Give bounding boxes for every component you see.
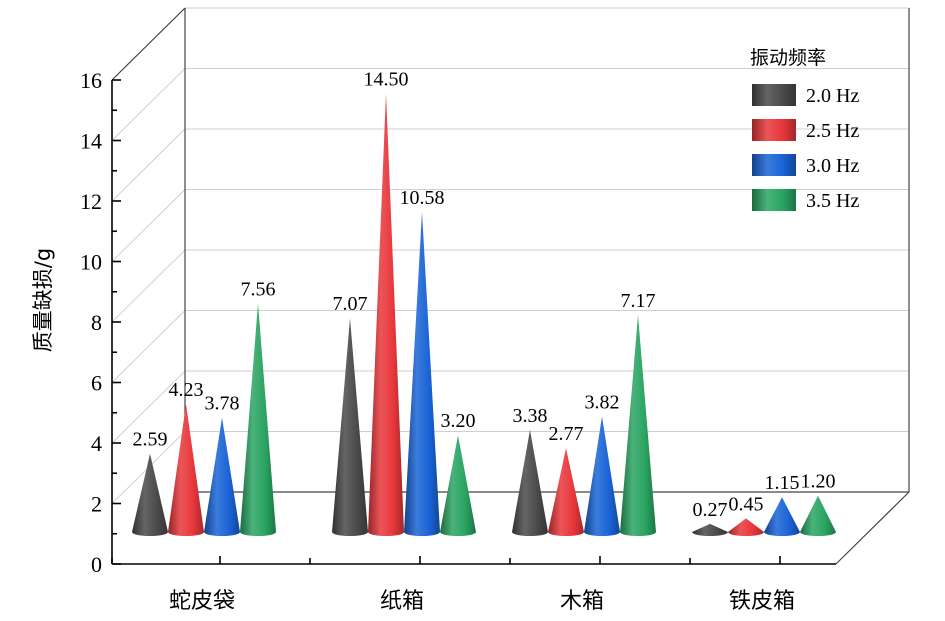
cone-bar xyxy=(512,429,548,536)
data-label: 10.58 xyxy=(400,187,445,209)
legend-item-label: 2.5 Hz xyxy=(806,120,859,142)
y-tick-label: 8 xyxy=(91,310,102,335)
legend-item-label: 3.0 Hz xyxy=(806,155,859,177)
legend: 振动频率 2.0 Hz 2.5 Hz 3.0 Hz 3.5 Hz xyxy=(750,47,859,212)
legend-swatch xyxy=(752,119,796,141)
legend-title: 振动频率 xyxy=(750,47,826,69)
legend-item-label: 2.0 Hz xyxy=(806,85,859,107)
x-tick-label: 铁皮箱 xyxy=(729,589,795,614)
cone-bar xyxy=(548,448,584,536)
legend-swatch xyxy=(752,84,796,106)
data-label: 4.23 xyxy=(169,379,204,401)
side-grid-line xyxy=(111,128,186,202)
data-label: 7.56 xyxy=(241,278,276,300)
data-label: 14.50 xyxy=(364,68,409,90)
y-tick-label: 10 xyxy=(80,250,102,275)
data-label: 2.59 xyxy=(133,429,168,451)
cone-bar xyxy=(204,417,240,536)
data-label: 3.82 xyxy=(585,391,620,413)
x-tick-label: 木箱 xyxy=(560,589,604,614)
grid-layer xyxy=(111,7,909,504)
top-side-edge xyxy=(111,7,186,81)
side-grid-line xyxy=(111,249,186,323)
data-label: 7.07 xyxy=(333,293,368,315)
floor-right-edge xyxy=(835,491,910,565)
data-label: 7.17 xyxy=(621,290,656,312)
legend-swatch xyxy=(752,154,796,176)
cone-layer xyxy=(132,93,836,536)
y-tick-label: 14 xyxy=(80,129,102,154)
y-tick-label: 6 xyxy=(91,371,102,396)
cone-bar xyxy=(404,211,440,536)
side-grid-line xyxy=(111,189,186,262)
cone-bar xyxy=(240,303,276,536)
label-layer: 0 2 4 6 8 10 12 14 16 蛇皮袋 纸箱 木箱 铁皮箱 2.59 4.233.78 7.56 7… xyxy=(80,68,836,614)
cone-bar xyxy=(168,404,204,536)
side-grid-line xyxy=(111,68,186,141)
cone-bar xyxy=(332,318,368,536)
y-tick-label: 12 xyxy=(80,189,102,214)
data-label: 1.20 xyxy=(801,471,836,493)
side-grid-line xyxy=(111,310,186,383)
cone-bar xyxy=(440,435,476,536)
legend-swatch xyxy=(752,189,796,211)
cone-bar xyxy=(800,495,836,536)
y-tick-label: 16 xyxy=(80,68,102,93)
data-label: 0.45 xyxy=(729,493,764,515)
y-tick-label: 4 xyxy=(91,431,102,456)
data-label: 3.78 xyxy=(205,393,240,415)
y-tick-label: 2 xyxy=(91,492,102,517)
data-label: 2.77 xyxy=(549,423,584,445)
cone-bar xyxy=(764,497,800,536)
y-tick-label: 0 xyxy=(91,552,102,577)
cone-bar xyxy=(368,93,404,536)
data-label: 3.38 xyxy=(513,405,548,427)
y-axis-title: 质量缺损/g xyxy=(31,248,55,352)
axis-layer xyxy=(111,79,836,565)
data-label: 0.27 xyxy=(693,499,728,521)
cone-bar xyxy=(584,416,620,536)
side-grid-line xyxy=(111,370,186,444)
cone-bar xyxy=(132,453,168,536)
cone-bar xyxy=(692,523,728,536)
x-tick-label: 纸箱 xyxy=(380,589,424,614)
legend-item-label: 3.5 Hz xyxy=(806,190,859,212)
cone-bar xyxy=(728,518,764,536)
cone-bar xyxy=(620,315,656,536)
x-tick-label: 蛇皮袋 xyxy=(169,589,235,614)
data-label: 1.15 xyxy=(765,472,800,494)
data-label: 3.20 xyxy=(441,410,476,432)
